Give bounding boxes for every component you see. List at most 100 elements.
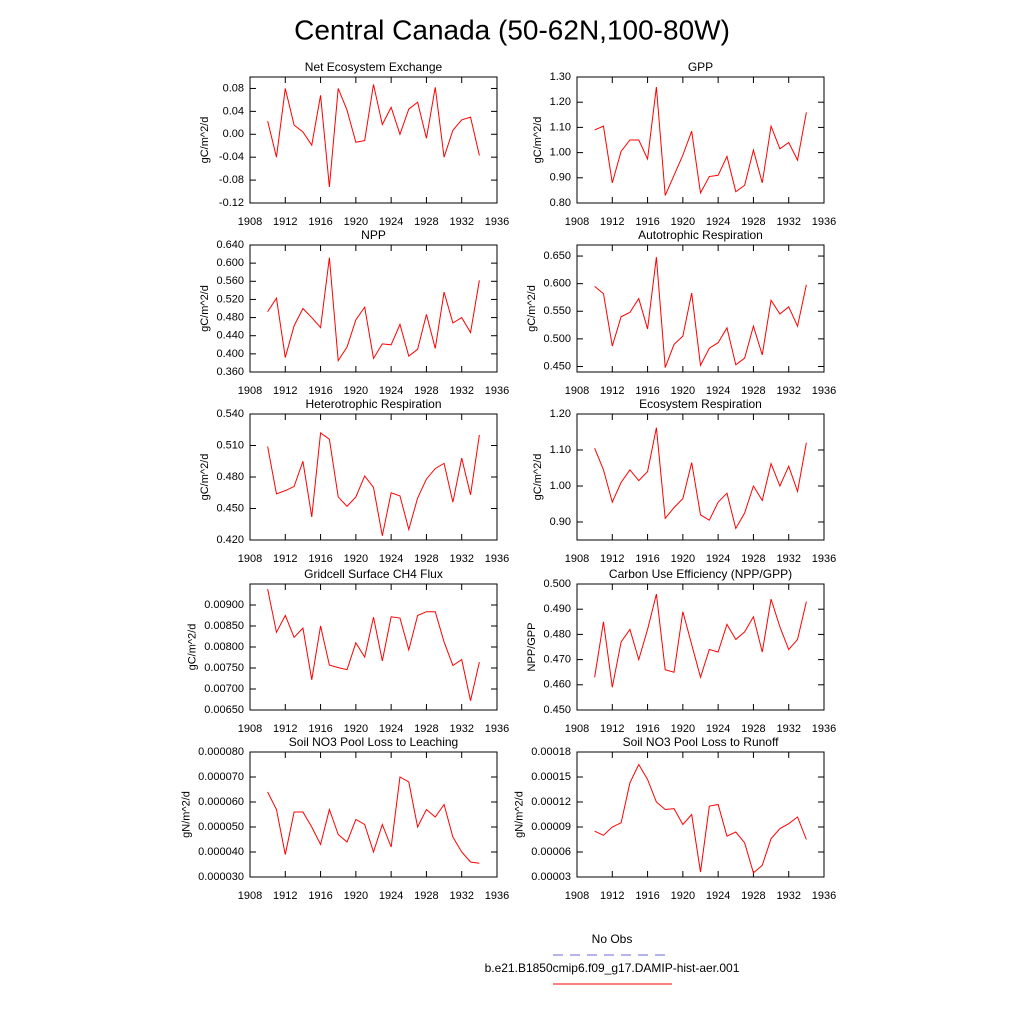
figure-title: Central Canada (50-62N,100-80W) [294,14,730,45]
y-tick-label: 0.540 [216,408,244,420]
y-axis-label: gC/m^2/d [532,117,544,164]
y-tick-label: 0.600 [216,257,244,269]
plot-frame [249,583,498,711]
y-tick-label: 0.00 [223,128,244,140]
x-tick-label: 1916 [635,553,659,565]
x-tick-label: 1920 [344,216,368,228]
y-tick-label: 0.000080 [198,746,244,758]
y-tick-label: 0.00850 [204,620,244,632]
x-tick-label: 1928 [741,723,765,735]
x-tick-label: 1932 [776,553,800,565]
x-tick-label: 1928 [741,385,765,397]
y-tick-label: 0.450 [543,704,571,716]
x-tick-label: 1916 [635,385,659,397]
x-tick-label: 1924 [706,890,730,902]
y-tick-label: 0.00009 [531,821,571,833]
x-tick-label: 1924 [379,723,403,735]
x-tick-label: 1912 [273,385,297,397]
x-tick-label: 1916 [308,890,332,902]
x-tick-label: 1920 [671,723,695,735]
x-tick-label: 1916 [308,553,332,565]
y-tick-label: 0.000030 [198,871,244,883]
y-tick-label: 0.000070 [198,771,244,783]
y-tick-label: 0.460 [543,679,571,691]
y-tick-label: 0.00700 [204,683,244,695]
x-tick-label: 1920 [344,553,368,565]
panel-title: Heterotrophic Respiration [305,397,441,411]
x-tick-label: 1908 [238,890,262,902]
panel-title: GPP [688,60,713,74]
data-line [594,763,807,874]
y-axis-label: gN/m^2/d [514,791,526,838]
x-tick-label: 1936 [485,385,509,397]
plot-frame [249,751,498,878]
panel-title: Autotrophic Respiration [638,228,763,242]
y-tick-label: 0.500 [543,578,571,590]
y-axis-label: gC/m^2/d [199,285,211,332]
panel-title: Carbon Use Efficiency (NPP/GPP) [609,567,792,581]
y-tick-label: -0.12 [219,197,244,209]
y-tick-label: 0.00900 [204,599,244,611]
y-tick-label: 0.360 [216,366,244,378]
x-tick-label: 1920 [344,723,368,735]
panel-title: NPP [361,228,386,242]
x-tick-label: 1924 [379,553,403,565]
x-tick-label: 1928 [414,890,438,902]
x-tick-label: 1928 [414,723,438,735]
x-tick-label: 1912 [600,553,624,565]
x-tick-label: 1908 [565,385,589,397]
x-tick-label: 1936 [485,216,509,228]
data-line [594,427,807,530]
data-line [267,84,480,188]
panel-title: Soil NO3 Pool Loss to Runoff [623,735,780,749]
data-line [267,588,480,701]
x-tick-label: 1908 [565,723,589,735]
y-tick-label: 0.450 [543,360,571,372]
x-tick-label: 1928 [414,385,438,397]
x-tick-label: 1928 [741,553,765,565]
x-tick-label: 1932 [449,723,473,735]
y-tick-label: 1.00 [550,147,571,159]
y-tick-label: 0.520 [216,293,244,305]
y-tick-label: 0.90 [550,516,571,528]
y-axis-label: NPP/GPP [526,623,538,672]
y-tick-label: 0.400 [216,348,244,360]
y-tick-label: 0.00750 [204,662,244,674]
x-tick-label: 1912 [600,385,624,397]
x-tick-label: 1908 [238,553,262,565]
y-tick-label: 0.470 [543,654,571,666]
panel-title: Ecosystem Respiration [639,397,762,411]
x-tick-label: 1936 [812,216,836,228]
x-tick-label: 1924 [706,723,730,735]
y-tick-label: 0.00012 [531,796,571,808]
y-tick-label: 0.440 [216,330,244,342]
y-tick-label: 1.10 [550,121,571,133]
x-tick-label: 1920 [344,890,368,902]
x-tick-label: 1936 [812,385,836,397]
x-tick-label: 1912 [273,553,297,565]
x-tick-label: 1932 [449,385,473,397]
panel-title: Soil NO3 Pool Loss to Leaching [289,735,458,749]
x-tick-label: 1920 [671,890,695,902]
y-tick-label: 1.30 [550,71,571,83]
x-tick-label: 1916 [308,723,332,735]
x-tick-label: 1912 [600,723,624,735]
x-tick-label: 1928 [414,553,438,565]
y-tick-label: 0.480 [216,471,244,483]
y-tick-label: 0.90 [550,172,571,184]
x-tick-label: 1924 [379,385,403,397]
x-tick-label: 1912 [273,216,297,228]
y-tick-label: 1.20 [550,96,571,108]
x-tick-label: 1920 [671,385,695,397]
x-tick-label: 1912 [600,890,624,902]
x-tick-label: 1916 [308,216,332,228]
y-tick-label: 0.00006 [531,846,571,858]
x-tick-label: 1908 [565,553,589,565]
y-tick-label: 0.000040 [198,846,244,858]
panel-title: Gridcell Surface CH4 Flux [304,567,443,581]
x-tick-label: 1928 [414,216,438,228]
x-tick-label: 1924 [706,216,730,228]
y-axis-label: gC/m^2/d [532,454,544,501]
y-tick-label: 0.04 [223,105,244,117]
y-tick-label: 1.10 [550,444,571,456]
